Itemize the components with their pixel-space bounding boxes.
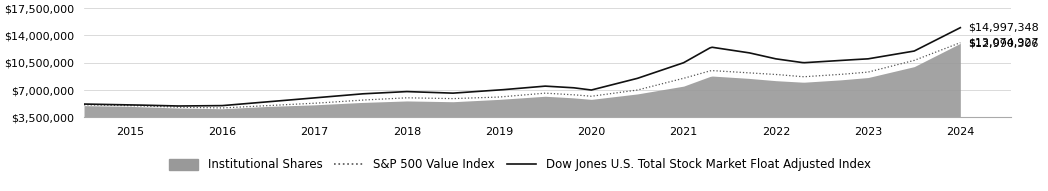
Text: $14,997,348: $14,997,348 — [967, 23, 1039, 33]
Text: $12,990,306: $12,990,306 — [967, 38, 1039, 48]
Text: $13,074,927: $13,074,927 — [967, 38, 1039, 48]
Legend: Institutional Shares, S&P 500 Value Index, Dow Jones U.S. Total Stock Market Flo: Institutional Shares, S&P 500 Value Inde… — [165, 154, 875, 176]
